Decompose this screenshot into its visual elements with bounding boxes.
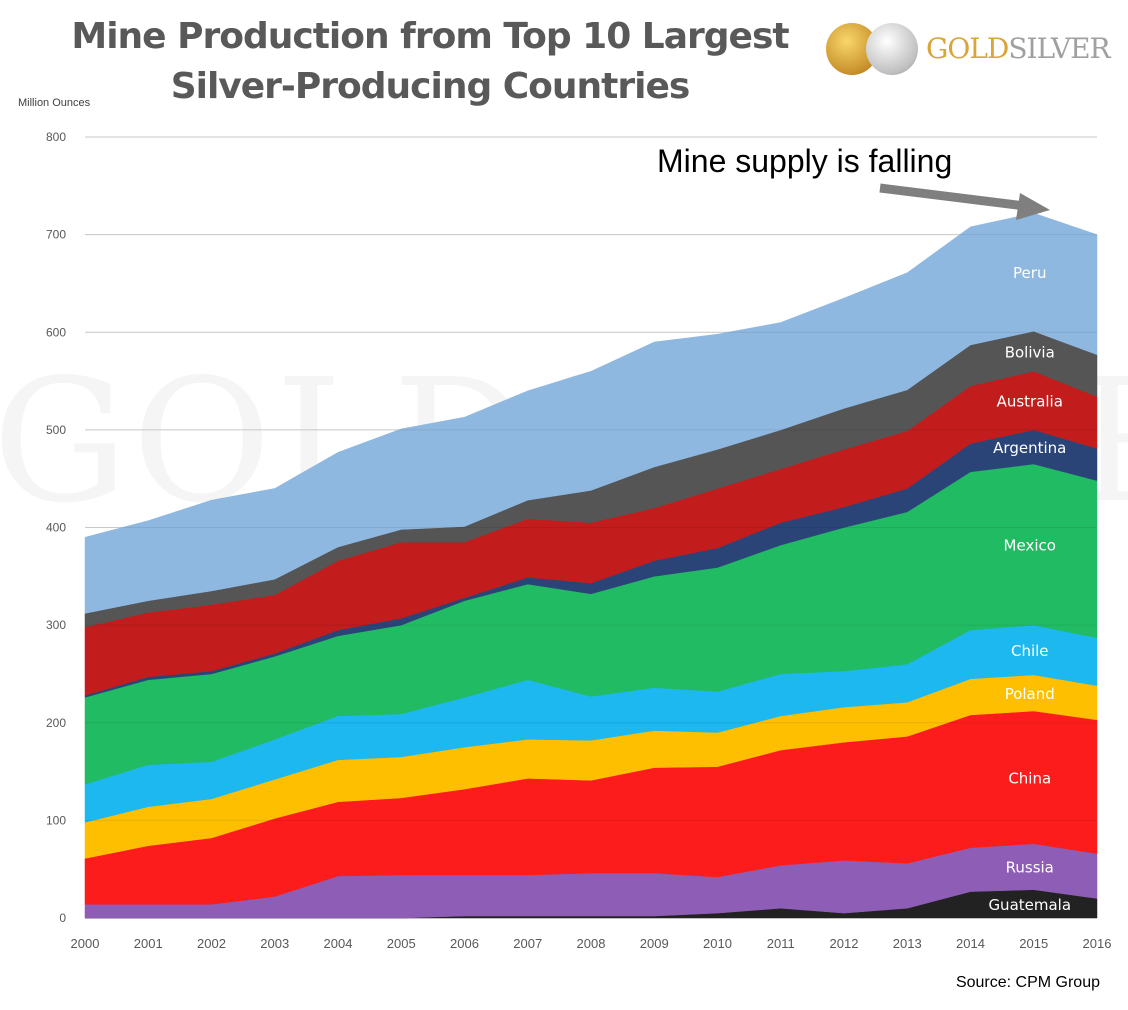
logo-wordmark: GOLDSILVER bbox=[926, 32, 1111, 65]
y-axis-label: Million Ounces bbox=[18, 97, 91, 109]
series-label-guatemala: Guatemala bbox=[988, 896, 1071, 914]
series-label-russia: Russia bbox=[1006, 859, 1054, 877]
x-tick-label: 2003 bbox=[260, 936, 289, 951]
silver-coin-icon bbox=[866, 23, 918, 75]
x-tick-label: 2015 bbox=[1019, 936, 1048, 951]
x-tick-label: 2009 bbox=[640, 936, 669, 951]
y-tick-label: 400 bbox=[46, 521, 66, 535]
series-label-australia: Australia bbox=[997, 393, 1063, 411]
y-tick-label: 500 bbox=[46, 423, 66, 437]
y-tick-label: 800 bbox=[46, 130, 66, 144]
x-tick-label: 2014 bbox=[956, 936, 985, 951]
x-tick-label: 2002 bbox=[197, 936, 226, 951]
y-tick-label: 100 bbox=[46, 813, 66, 827]
x-tick-label: 2013 bbox=[893, 936, 922, 951]
source-note: Source: CPM Group bbox=[955, 974, 1100, 991]
series-label-chile: Chile bbox=[1011, 642, 1049, 660]
x-tick-label: 2000 bbox=[71, 936, 100, 951]
y-tick-label: 600 bbox=[46, 325, 66, 339]
y-tick-label: 200 bbox=[46, 716, 66, 730]
annotation-text: Mine supply is falling bbox=[657, 143, 952, 179]
x-tick-label: 2001 bbox=[134, 936, 163, 951]
x-tick-label: 2012 bbox=[830, 936, 859, 951]
series-label-poland: Poland bbox=[1005, 685, 1055, 703]
series-label-argentina: Argentina bbox=[993, 439, 1066, 457]
y-tick-label: 700 bbox=[46, 228, 66, 242]
area-peru bbox=[84, 212, 1098, 614]
x-tick-label: 2008 bbox=[577, 936, 606, 951]
annotation-arrow-head-icon bbox=[1016, 193, 1050, 220]
annotation-arrow-shaft bbox=[879, 183, 1026, 211]
series-label-peru: Peru bbox=[1013, 264, 1046, 282]
goldsilver-logo: GOLDSILVER bbox=[826, 20, 1111, 80]
series-label-mexico: Mexico bbox=[1004, 537, 1056, 555]
x-tick-label: 2007 bbox=[513, 936, 542, 951]
x-tick-label: 2010 bbox=[703, 936, 732, 951]
x-tick-label: 2006 bbox=[450, 936, 479, 951]
chart-title: Mine Production from Top 10 Largest Silv… bbox=[71, 16, 789, 107]
x-tick-label: 2011 bbox=[767, 936, 795, 951]
series-label-china: China bbox=[1008, 769, 1051, 787]
series-label-bolivia: Bolivia bbox=[1005, 343, 1055, 361]
x-tick-label: 2016 bbox=[1083, 936, 1112, 951]
x-tick-label: 2005 bbox=[387, 936, 416, 951]
x-tick-label: 2004 bbox=[324, 936, 353, 951]
y-tick-label: 300 bbox=[46, 618, 66, 632]
y-tick-label: 0 bbox=[59, 911, 66, 925]
